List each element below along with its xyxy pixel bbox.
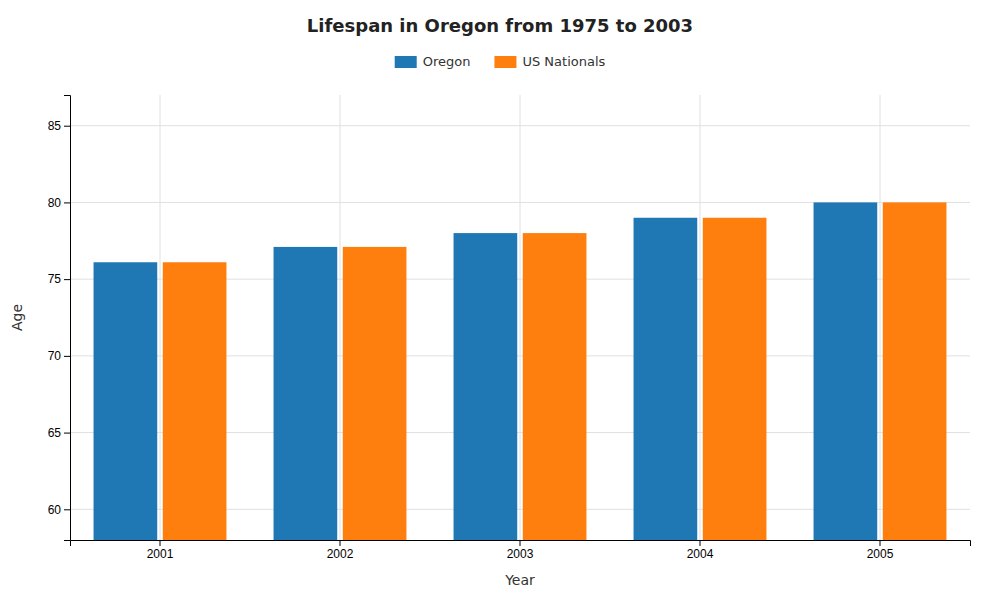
x-tick-label: 2005: [867, 547, 894, 561]
y-tick: 60: [48, 503, 70, 517]
grid-line-x: [700, 95, 701, 540]
x-tick: 2001: [147, 540, 174, 561]
bar: [163, 262, 227, 540]
chart-title: Lifespan in Oregon from 1975 to 2003: [307, 15, 693, 36]
y-tick-label: 75: [48, 272, 62, 286]
x-tick-mark: [340, 540, 341, 546]
y-tick-mark: [64, 509, 70, 510]
legend-swatch: [395, 56, 417, 68]
bar: [634, 218, 698, 540]
bar: [274, 247, 338, 540]
legend-label: Oregon: [423, 54, 471, 69]
bar: [523, 233, 587, 540]
y-tick: 70: [48, 349, 70, 363]
bar-series: [94, 202, 878, 540]
bar: [814, 202, 878, 540]
x-tick-mark: [520, 540, 521, 546]
y-tick-mark: [64, 279, 70, 280]
grid-line-x: [880, 95, 881, 540]
y-tick-label: 80: [48, 196, 62, 210]
x-tick-mark: [880, 540, 881, 546]
x-tick-label: 2003: [507, 547, 534, 561]
x-axis-title: Year: [504, 572, 535, 588]
y-tick-label: 65: [48, 426, 62, 440]
legend: Oregon US Nationals: [395, 54, 606, 69]
x-tick-mark: [700, 540, 701, 546]
y-tick-label: 85: [48, 119, 62, 133]
legend-swatch: [494, 56, 516, 68]
x-tick-label: 2001: [147, 547, 174, 561]
y-axis-line: [64, 96, 71, 541]
x-tick-label: 2004: [687, 547, 714, 561]
x-tick-label: 2002: [327, 547, 354, 561]
x-tick: 2002: [327, 540, 354, 561]
grid-line-x: [520, 95, 521, 540]
x-axis-line: [71, 541, 971, 547]
x-tick: 2003: [507, 540, 534, 561]
y-tick: 85: [48, 119, 70, 133]
bar: [703, 218, 767, 540]
y-tick-label: 60: [48, 503, 62, 517]
plot: 60 65 70 75 80 85 2001 2002 2003 2004 2005 Year Age: [9, 95, 971, 600]
y-tick-mark: [64, 202, 70, 203]
grid-line-x: [340, 95, 341, 540]
x-axis: 2001 2002 2003 2004 2005: [71, 540, 971, 561]
y-tick-mark: [64, 126, 70, 127]
chart-svg: 60 65 70 75 80 85 2001 2002 2003 2004 2005 Year Age L…: [0, 0, 1000, 600]
bar: [454, 233, 518, 540]
bar: [94, 262, 158, 540]
y-tick: 75: [48, 272, 70, 286]
x-tick: 2004: [687, 540, 714, 561]
bar: [883, 202, 947, 540]
legend-item: US Nationals: [494, 54, 605, 69]
y-tick-mark: [64, 356, 70, 357]
y-tick-label: 70: [48, 349, 62, 363]
y-tick-mark: [64, 433, 70, 434]
x-tick-mark: [160, 540, 161, 546]
chart-container: 60 65 70 75 80 85 2001 2002 2003 2004 2005 Year Age L…: [0, 0, 1000, 600]
y-axis-title: Age: [9, 304, 25, 331]
y-tick: 65: [48, 426, 70, 440]
bar: [343, 247, 407, 540]
y-tick: 80: [48, 196, 70, 210]
legend-item: Oregon: [395, 54, 471, 69]
bar-series: [163, 202, 947, 540]
grid-line-x: [160, 95, 161, 540]
x-tick: 2005: [867, 540, 894, 561]
y-axis: 60 65 70 75 80 85: [48, 96, 71, 541]
bars: [94, 202, 947, 540]
legend-label: US Nationals: [522, 54, 605, 69]
